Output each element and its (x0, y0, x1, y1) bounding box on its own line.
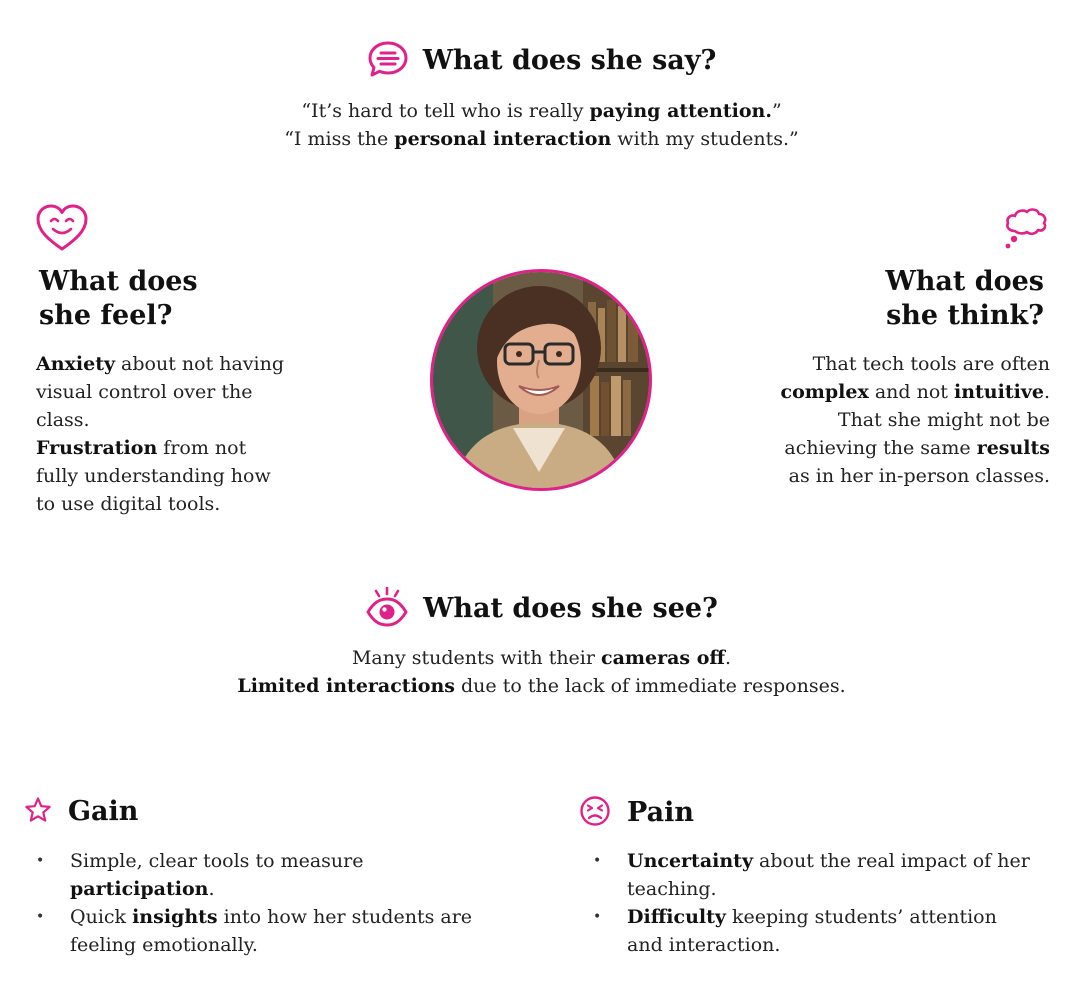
list-item: Uncertainty about the real impact of her… (593, 847, 1063, 903)
pain-title: Pain (627, 797, 694, 828)
eye-icon (365, 586, 409, 632)
feel-title: What does she feel? (39, 266, 198, 331)
feel-text: Anxiety about not having visual control … (36, 353, 285, 515)
think-text: That tech tools are often complex and no… (780, 353, 1050, 487)
see-text: Many students with their cameras off. Li… (237, 647, 846, 697)
say-quotes: “It’s hard to tell who is really paying … (0, 97, 1083, 153)
gain-header: Gain (24, 795, 138, 829)
list-item: Simple, clear tools to measure participa… (36, 847, 506, 903)
see-title: What does she see? (423, 593, 718, 624)
frown-face-icon (579, 795, 611, 831)
gain-list: Simple, clear tools to measure participa… (36, 847, 506, 959)
gain-title: Gain (68, 796, 139, 827)
heart-smile-icon (35, 203, 89, 257)
speech-bubble-icon (367, 40, 409, 82)
say-title: What does she say? (422, 45, 717, 76)
see-header: What does she see? (0, 586, 1083, 632)
pain-list: Uncertainty about the real impact of her… (593, 847, 1063, 959)
say-header: What does she say? (0, 40, 1083, 82)
portrait-photo (430, 269, 652, 491)
pain-header: Pain (579, 795, 694, 831)
star-icon (24, 796, 52, 828)
list-item: Difficulty keeping students’ attention a… (593, 903, 1063, 959)
think-title: What does she think? (885, 266, 1044, 331)
say-quote-2: “I miss the personal interaction with my… (284, 128, 799, 150)
say-quote-1: “It’s hard to tell who is really paying … (301, 100, 782, 122)
thought-bubble-icon (1003, 207, 1049, 255)
list-item: Quick insights into how her students are… (36, 903, 506, 959)
